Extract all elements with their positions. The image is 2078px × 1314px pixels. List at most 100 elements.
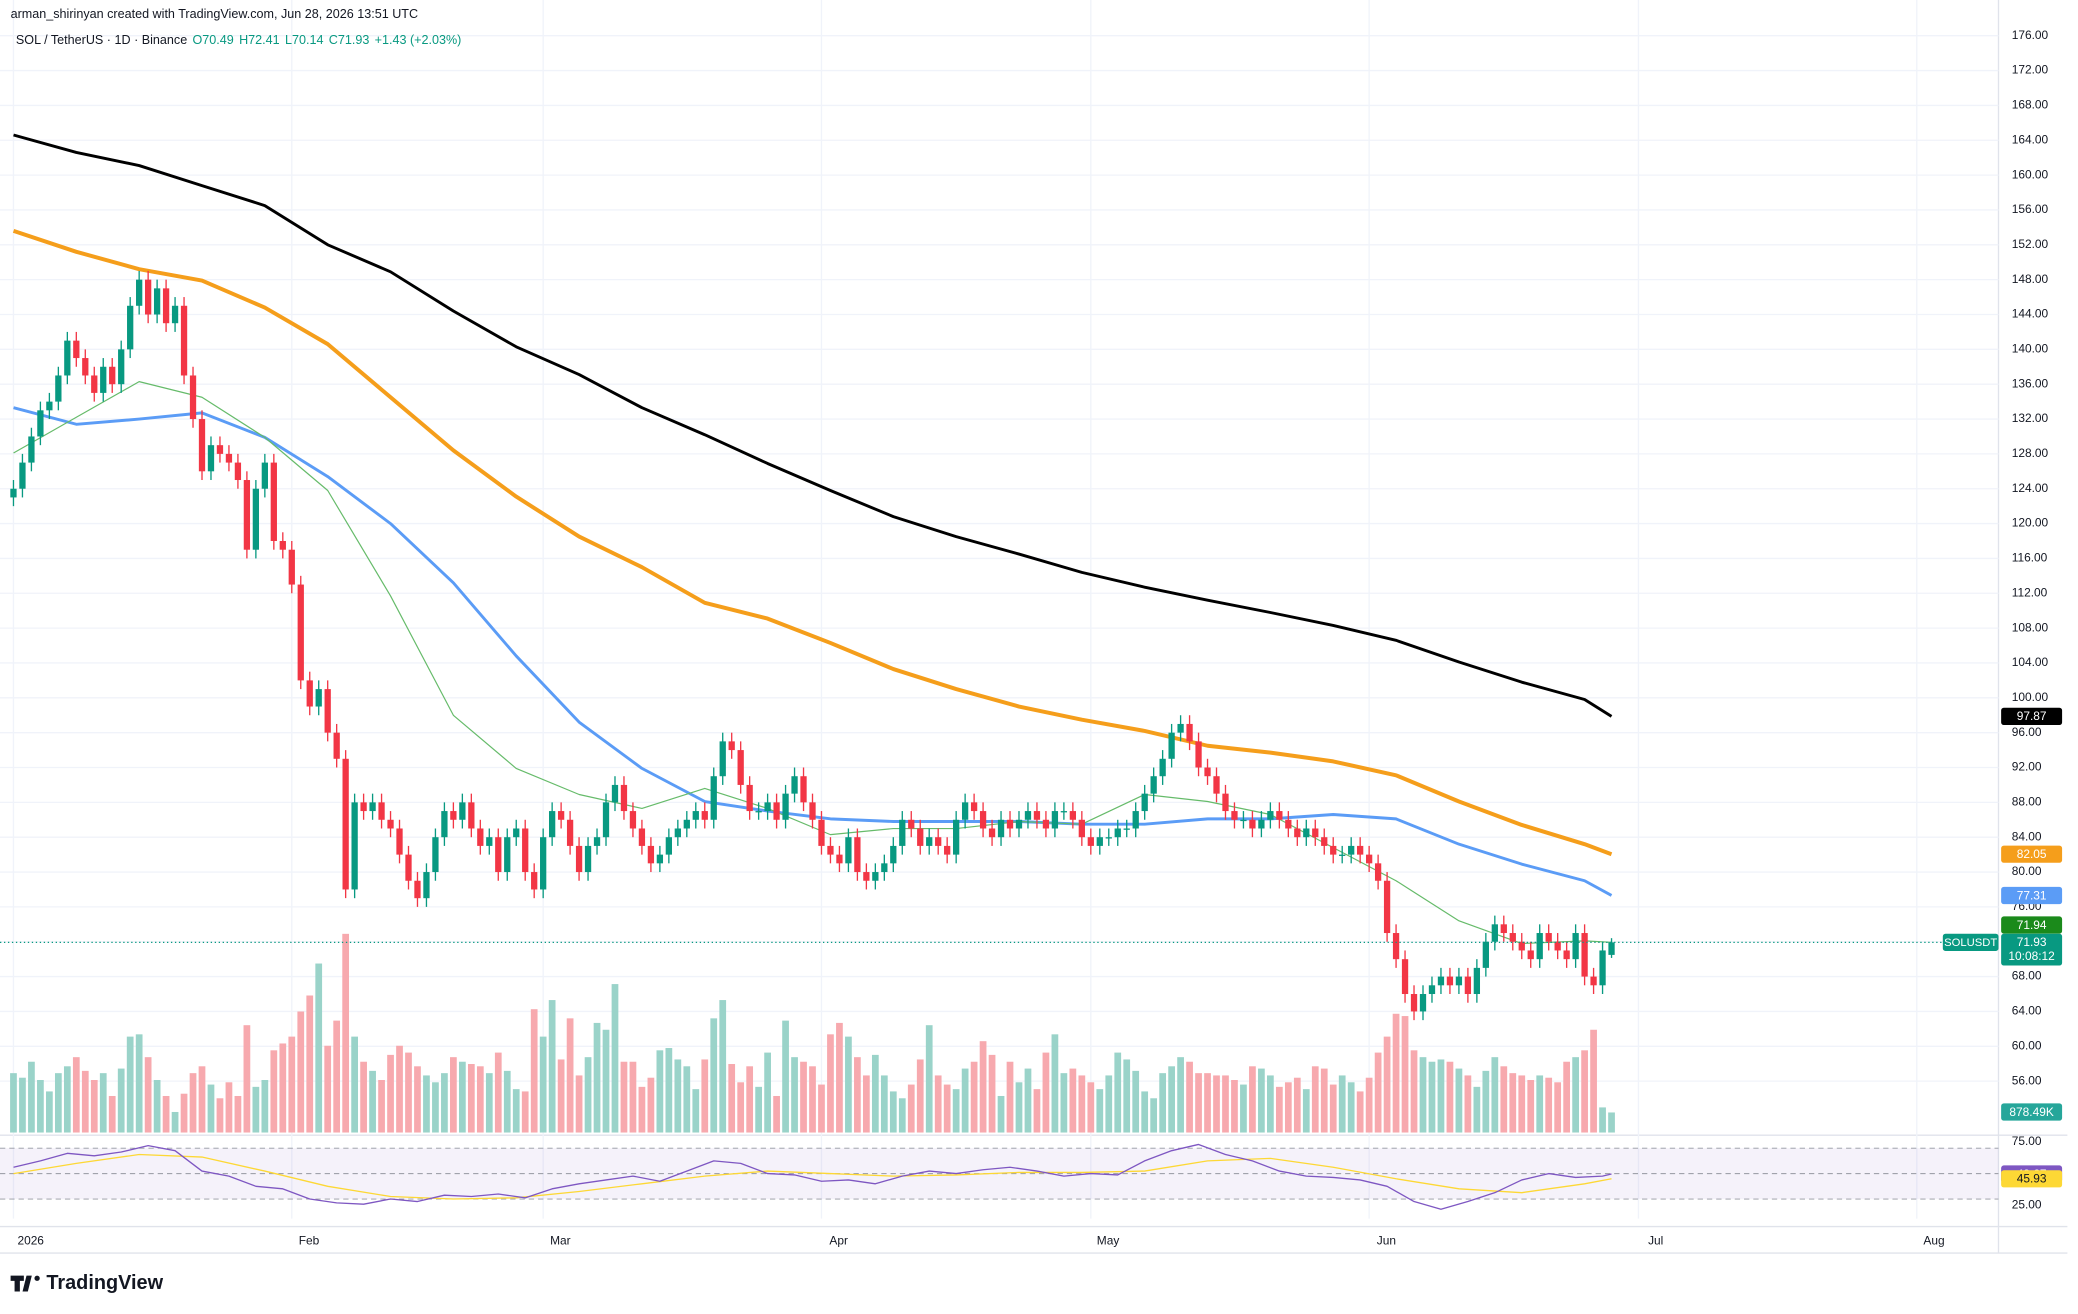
candle-body	[1419, 994, 1427, 1012]
volume-bar	[1311, 1066, 1319, 1133]
y-tick-label: 140.00	[2012, 342, 2049, 356]
candle-body	[127, 305, 134, 350]
volume-bar	[1401, 1016, 1409, 1133]
candle-body	[863, 872, 870, 881]
volume-bar	[360, 1061, 367, 1133]
volume-bar	[1195, 1073, 1202, 1133]
volume-bar	[144, 1057, 152, 1133]
candle-body	[809, 802, 816, 820]
volume-bar	[1284, 1082, 1292, 1133]
candle-body	[1213, 776, 1220, 794]
volume-bar	[28, 1061, 35, 1133]
candle-body	[441, 811, 448, 838]
candle-body	[405, 854, 412, 881]
volume-bar	[836, 1022, 843, 1133]
volume-bar	[1231, 1080, 1238, 1133]
candle-body	[333, 732, 340, 759]
candle-body	[82, 358, 89, 376]
candle-body	[1294, 828, 1301, 838]
volume-bar	[863, 1075, 870, 1133]
volume-bar	[557, 1059, 565, 1133]
candle-body	[153, 288, 161, 315]
candle-body	[64, 340, 71, 376]
volume-bar	[512, 1089, 520, 1133]
candle-body	[1464, 976, 1472, 995]
volume-bar	[108, 1095, 116, 1133]
volume-bar	[10, 1073, 17, 1133]
candle-body	[1123, 828, 1130, 830]
volume-bar	[46, 1091, 53, 1133]
volume-bar	[764, 1052, 771, 1133]
volume-bar	[575, 1075, 583, 1133]
candle-body	[773, 802, 780, 820]
candle-body	[611, 784, 619, 803]
candle-body	[997, 819, 1005, 838]
volume-bar	[1536, 1075, 1544, 1133]
candle-body	[1249, 819, 1256, 829]
volume-badge-text: 878.49K	[2009, 1105, 2053, 1119]
high: H72.41	[239, 33, 280, 47]
candle-body	[1168, 732, 1175, 759]
volume-bar	[970, 1061, 978, 1133]
candle-body	[602, 802, 610, 838]
y-tick-label: 164.00	[2012, 132, 2049, 146]
close: C71.93	[329, 33, 370, 47]
rsi-line	[13, 1143, 1612, 1210]
y-tick-label: 132.00	[2012, 411, 2049, 425]
volume-bar	[270, 1050, 278, 1133]
rsi-tick-label: 75.00	[2012, 1134, 2042, 1148]
candle-body	[620, 784, 628, 812]
candle-body	[37, 410, 44, 437]
volume-bar	[99, 1073, 107, 1133]
volume-bar	[1356, 1091, 1364, 1133]
volume-bar	[1473, 1086, 1481, 1133]
volume-bar	[1141, 1091, 1149, 1133]
y-tick-label: 176.00	[2012, 28, 2049, 42]
volume-badge: 878.49K	[2001, 1103, 2063, 1121]
volume-bar	[333, 1020, 341, 1133]
candle-body	[315, 689, 322, 707]
candle-body	[953, 819, 960, 855]
volume-bar	[396, 1045, 403, 1133]
volume-bar	[791, 1057, 798, 1133]
candle-body	[1509, 933, 1516, 942]
logo-icon	[10, 1275, 32, 1292]
volume-bar	[1275, 1086, 1283, 1133]
open: O70.49	[193, 33, 234, 47]
candle-body	[1491, 924, 1498, 942]
ma-badge: 97.87	[2001, 707, 2063, 725]
x-tick-label: Jun	[1377, 1233, 1396, 1247]
candle-body	[1590, 976, 1597, 986]
ma-badge-text: 77.31	[2017, 888, 2047, 902]
volume-badge-box	[2001, 1103, 2063, 1121]
volume-bar	[180, 1093, 188, 1133]
volume-bar	[530, 1009, 538, 1133]
legend: SOL / TetherUS · 1D · Binance O70.49 H72.4…	[16, 33, 461, 47]
candle-body	[818, 819, 825, 846]
candle-body	[450, 811, 457, 820]
candle-body	[1518, 941, 1525, 951]
rsi-ma-badge-text: 45.93	[2017, 1172, 2047, 1186]
candle-body	[73, 340, 80, 359]
candle-body	[836, 854, 843, 864]
volume-bar	[800, 1061, 807, 1133]
volume-bar	[1572, 1057, 1579, 1133]
volume-bar	[683, 1066, 691, 1133]
candle-body	[1024, 811, 1032, 820]
volume-bar	[1527, 1080, 1535, 1133]
volume-bar	[782, 1020, 789, 1133]
y-tick-label: 168.00	[2012, 98, 2049, 112]
volume-bar	[135, 1034, 143, 1133]
candle-body	[1276, 811, 1283, 820]
volume-bar	[1491, 1057, 1499, 1133]
candle-body	[845, 837, 852, 864]
volume-bar	[1033, 1089, 1041, 1133]
candle-body	[180, 305, 188, 376]
x-tick-label: Mar	[550, 1233, 571, 1247]
volume-bar	[845, 1036, 852, 1133]
volume-bar	[1302, 1089, 1310, 1133]
volume-bar	[441, 1073, 448, 1133]
x-tick-label: Apr	[829, 1233, 848, 1247]
ticker-text: SOLUSDT	[1944, 937, 1997, 949]
